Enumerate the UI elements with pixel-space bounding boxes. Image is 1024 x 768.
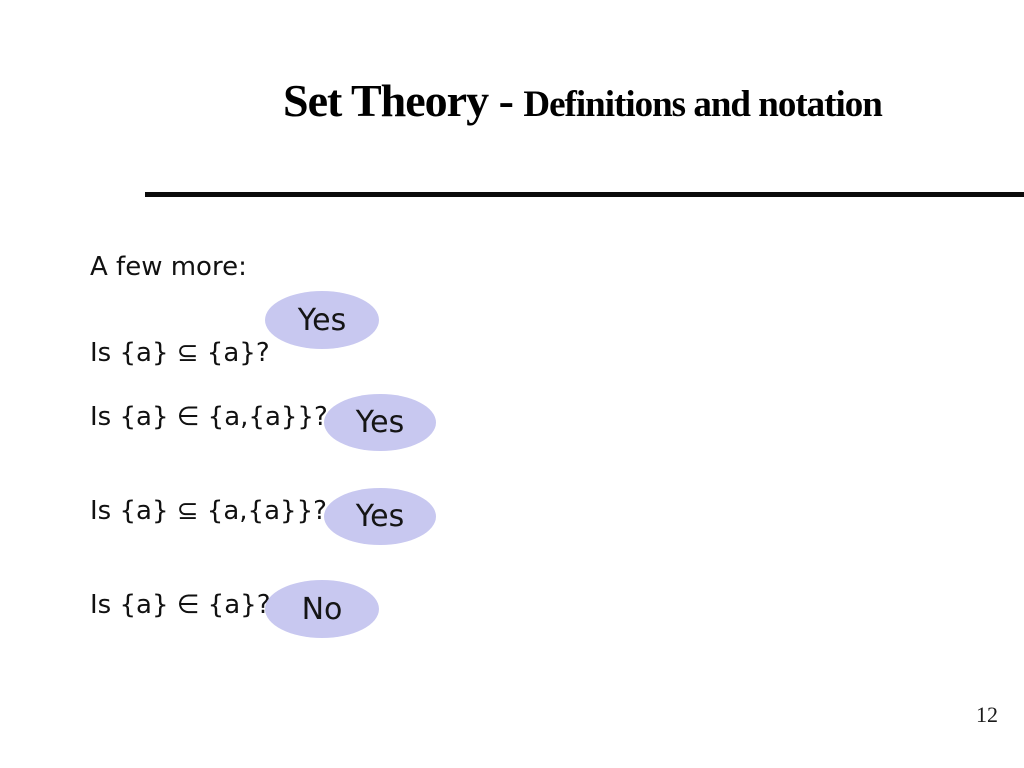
answer-label-4: No bbox=[301, 591, 343, 627]
page-number: 12 bbox=[976, 702, 998, 727]
answer-label-3: Yes bbox=[355, 499, 405, 534]
question-4: Is {a} ∈ {a}? bbox=[90, 590, 271, 620]
intro-text: A few more: bbox=[90, 252, 247, 282]
slide-title-main: Set Theory - bbox=[283, 75, 524, 126]
answer-bubble-1: Yes bbox=[265, 291, 379, 349]
slide-title-sub: Definitions and notation bbox=[523, 84, 882, 125]
answer-bubble-2: Yes bbox=[324, 394, 436, 451]
question-3: Is {a} ⊆ {a,{a}}? bbox=[90, 496, 327, 526]
slide-title: Set Theory - Definitions and notation bbox=[283, 74, 883, 127]
title-underline-rule bbox=[145, 192, 1024, 197]
question-1: Is {a} ⊆ {a}? bbox=[90, 338, 270, 368]
question-2: Is {a} ∈ {a,{a}}? bbox=[90, 402, 328, 432]
answer-bubble-3: Yes bbox=[324, 488, 436, 545]
answer-bubble-4: No bbox=[265, 580, 379, 638]
answer-label-2: Yes bbox=[355, 405, 405, 440]
answer-label-1: Yes bbox=[297, 302, 347, 338]
